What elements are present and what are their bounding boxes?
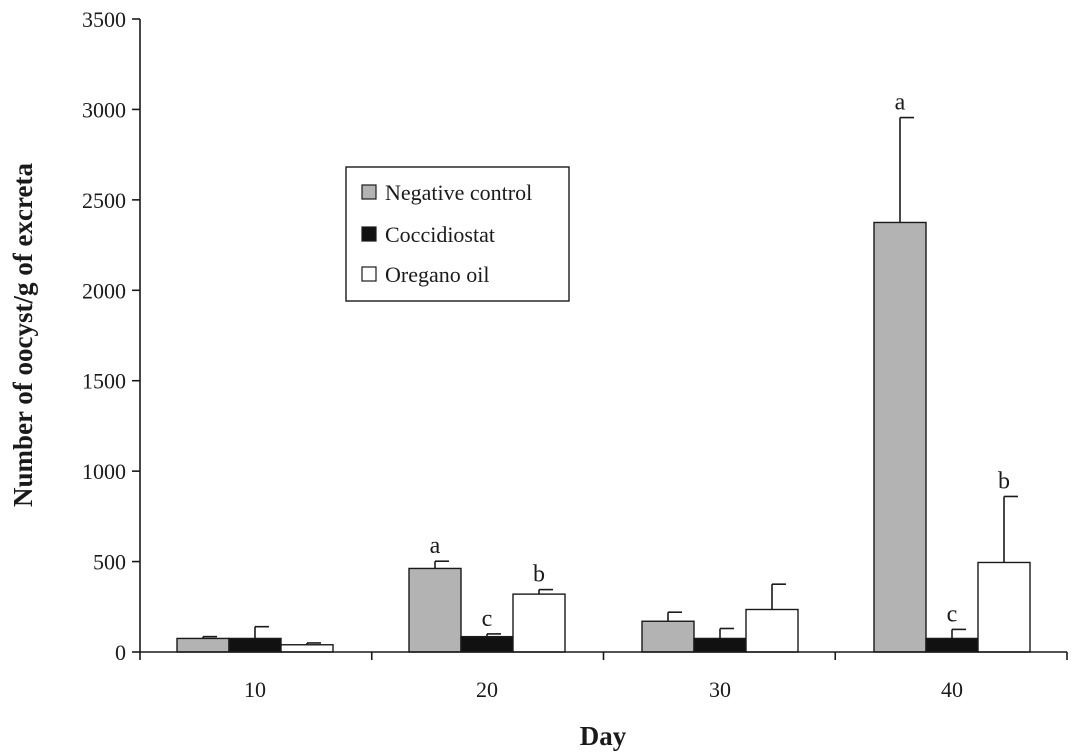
bar-negative-control (176, 637, 230, 653)
y-tick-label: 2500 (82, 188, 126, 213)
bars-layer: a a c c b b (176, 90, 1031, 653)
legend-swatch-negative-control (361, 184, 377, 200)
bar-oregano-oil (745, 608, 799, 653)
bar-oregano-oil (512, 593, 566, 653)
significance-label: b (533, 562, 545, 588)
bar-oregano-oil (280, 644, 334, 653)
significance-label: c (482, 606, 493, 632)
bar-coccidiostat (693, 637, 747, 653)
y-tick-label: 2000 (82, 278, 126, 303)
legend-box (345, 166, 570, 302)
bar-negative-control (408, 567, 462, 653)
y-axis-title: Number of oocyst/g of excreta (8, 163, 38, 507)
legend-swatch-oregano-oil (361, 266, 377, 282)
legend-swatch-coccidiostat (361, 226, 377, 242)
axes-layer (139, 19, 1067, 653)
y-tick-label: 3000 (82, 97, 126, 122)
x-tick-label: 20 (476, 677, 498, 702)
legend-label-coccidiostat: Coccidiostat (385, 222, 495, 247)
bar-coccidiostat (460, 635, 514, 653)
x-tick-label: 30 (709, 677, 731, 702)
bar-oregano-oil (977, 561, 1031, 653)
y-tick-label: 0 (115, 640, 126, 665)
y-tick-label: 500 (93, 550, 126, 575)
significance-label: a (895, 90, 906, 116)
legend-label-oregano-oil: Oregano oil (385, 262, 489, 287)
x-tick-label: 10 (244, 677, 266, 702)
significance-label: b (998, 468, 1010, 494)
y-tick-label: 3500 (82, 7, 126, 32)
legend: Negative control Coccidiostat Oregano oi… (345, 166, 570, 302)
legend-label-negative-control: Negative control (385, 180, 532, 205)
x-ticks: 10 20 30 40 (139, 652, 1068, 702)
significance-label: a (430, 533, 441, 559)
bar-coccidiostat (228, 637, 282, 653)
y-tick-label: 1000 (82, 459, 126, 484)
bar-coccidiostat (925, 637, 979, 653)
bar-negative-control (641, 620, 695, 653)
y-ticks: 0 500 1000 1500 2000 2500 3000 3500 (82, 7, 140, 665)
x-tick-label: 40 (941, 677, 963, 702)
x-axis-title: Day (580, 721, 627, 751)
significance-label: c (947, 601, 958, 627)
bar-negative-control (873, 221, 927, 653)
y-tick-label: 1500 (82, 369, 126, 394)
